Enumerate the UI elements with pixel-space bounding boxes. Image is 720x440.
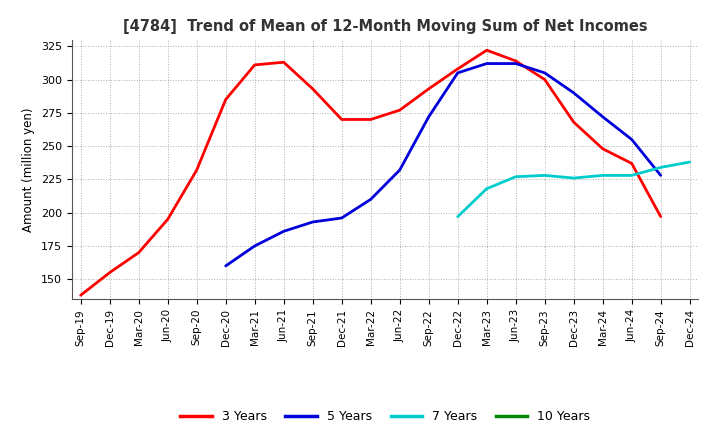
Y-axis label: Amount (million yen): Amount (million yen)	[22, 107, 35, 231]
Legend: 3 Years, 5 Years, 7 Years, 10 Years: 3 Years, 5 Years, 7 Years, 10 Years	[176, 405, 595, 428]
Title: [4784]  Trend of Mean of 12-Month Moving Sum of Net Incomes: [4784] Trend of Mean of 12-Month Moving …	[123, 19, 647, 34]
